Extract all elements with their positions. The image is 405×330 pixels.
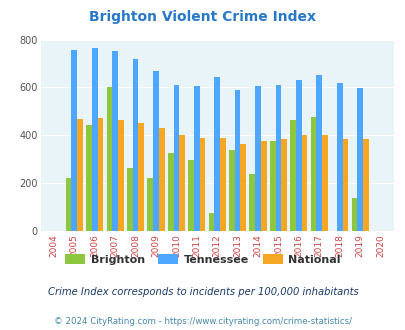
Bar [220, 138, 225, 231]
Bar [336, 83, 342, 231]
Text: Crime Index corresponds to incidents per 100,000 inhabitants: Crime Index corresponds to incidents per… [47, 287, 358, 297]
Bar [86, 124, 92, 231]
Bar [158, 128, 164, 231]
Bar [173, 85, 179, 231]
Text: Brighton Violent Crime Index: Brighton Violent Crime Index [89, 10, 316, 24]
Bar [208, 213, 214, 231]
Bar [92, 48, 97, 231]
Bar [228, 150, 234, 231]
Text: © 2024 CityRating.com - https://www.cityrating.com/crime-statistics/: © 2024 CityRating.com - https://www.city… [54, 317, 351, 326]
Bar [255, 86, 260, 231]
Bar [179, 135, 185, 231]
Bar [153, 71, 158, 231]
Bar [188, 160, 194, 231]
Bar [77, 119, 83, 231]
Bar [281, 139, 286, 231]
Bar [138, 123, 144, 231]
Bar [351, 197, 356, 231]
Bar [321, 135, 327, 231]
Bar [301, 135, 307, 231]
Bar [275, 85, 281, 231]
Bar [97, 117, 103, 231]
Bar [132, 59, 138, 231]
Legend: Brighton, Tennessee, National: Brighton, Tennessee, National [61, 250, 344, 269]
Bar [362, 139, 368, 231]
Bar [118, 119, 124, 231]
Bar [269, 141, 275, 231]
Bar [249, 174, 255, 231]
Bar [194, 85, 199, 231]
Bar [290, 120, 295, 231]
Bar [356, 88, 362, 231]
Bar [260, 141, 266, 231]
Bar [295, 80, 301, 231]
Bar [234, 90, 240, 231]
Bar [127, 168, 132, 231]
Bar [315, 76, 321, 231]
Bar [240, 144, 245, 231]
Bar [71, 50, 77, 231]
Bar [167, 153, 173, 231]
Bar [199, 138, 205, 231]
Bar [214, 77, 220, 231]
Bar [106, 87, 112, 231]
Bar [147, 178, 153, 231]
Bar [310, 117, 315, 231]
Bar [66, 178, 71, 231]
Bar [342, 139, 347, 231]
Bar [112, 51, 118, 231]
